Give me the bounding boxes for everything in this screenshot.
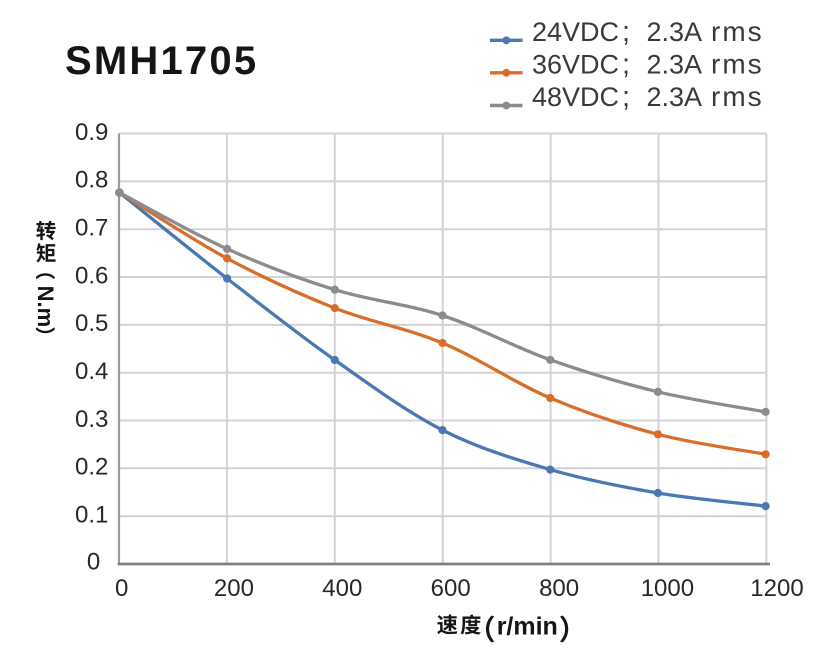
svg-text:0.8: 0.8 (75, 167, 108, 194)
svg-text:rms: rms (711, 16, 764, 47)
svg-text:N.m: N.m (33, 286, 58, 328)
svg-text:2.3A: 2.3A (647, 82, 703, 112)
svg-text:SMH1705: SMH1705 (65, 39, 258, 83)
svg-text:800: 800 (539, 575, 579, 602)
svg-text:400: 400 (322, 575, 362, 602)
svg-text:1000: 1000 (641, 575, 694, 602)
svg-text:48VDC: 48VDC (532, 82, 619, 112)
svg-text:1200: 1200 (750, 575, 803, 602)
svg-text:0.6: 0.6 (75, 262, 108, 289)
svg-text:;: ; (622, 81, 630, 113)
svg-text:0.5: 0.5 (75, 310, 108, 337)
svg-text:200: 200 (214, 575, 254, 602)
svg-text:;: ; (622, 48, 630, 80)
svg-text:0.1: 0.1 (75, 502, 108, 529)
svg-text:24VDC: 24VDC (532, 17, 619, 47)
svg-text:36VDC: 36VDC (532, 49, 619, 79)
svg-text:600: 600 (431, 575, 471, 602)
svg-text:rms: rms (711, 81, 764, 112)
svg-text:2.3A: 2.3A (647, 17, 703, 47)
svg-text:2.3A: 2.3A (647, 49, 703, 79)
svg-text:0.2: 0.2 (75, 454, 108, 481)
svg-text:;: ; (622, 16, 630, 48)
svg-text:0.3: 0.3 (75, 406, 108, 433)
svg-text:r/min: r/min (497, 612, 558, 640)
svg-text:0.9: 0.9 (75, 119, 108, 146)
svg-text:rms: rms (711, 48, 764, 79)
svg-text:0.4: 0.4 (75, 358, 108, 385)
svg-text:0: 0 (115, 575, 128, 602)
svg-text:0.7: 0.7 (75, 215, 108, 242)
svg-text:0: 0 (87, 549, 100, 576)
